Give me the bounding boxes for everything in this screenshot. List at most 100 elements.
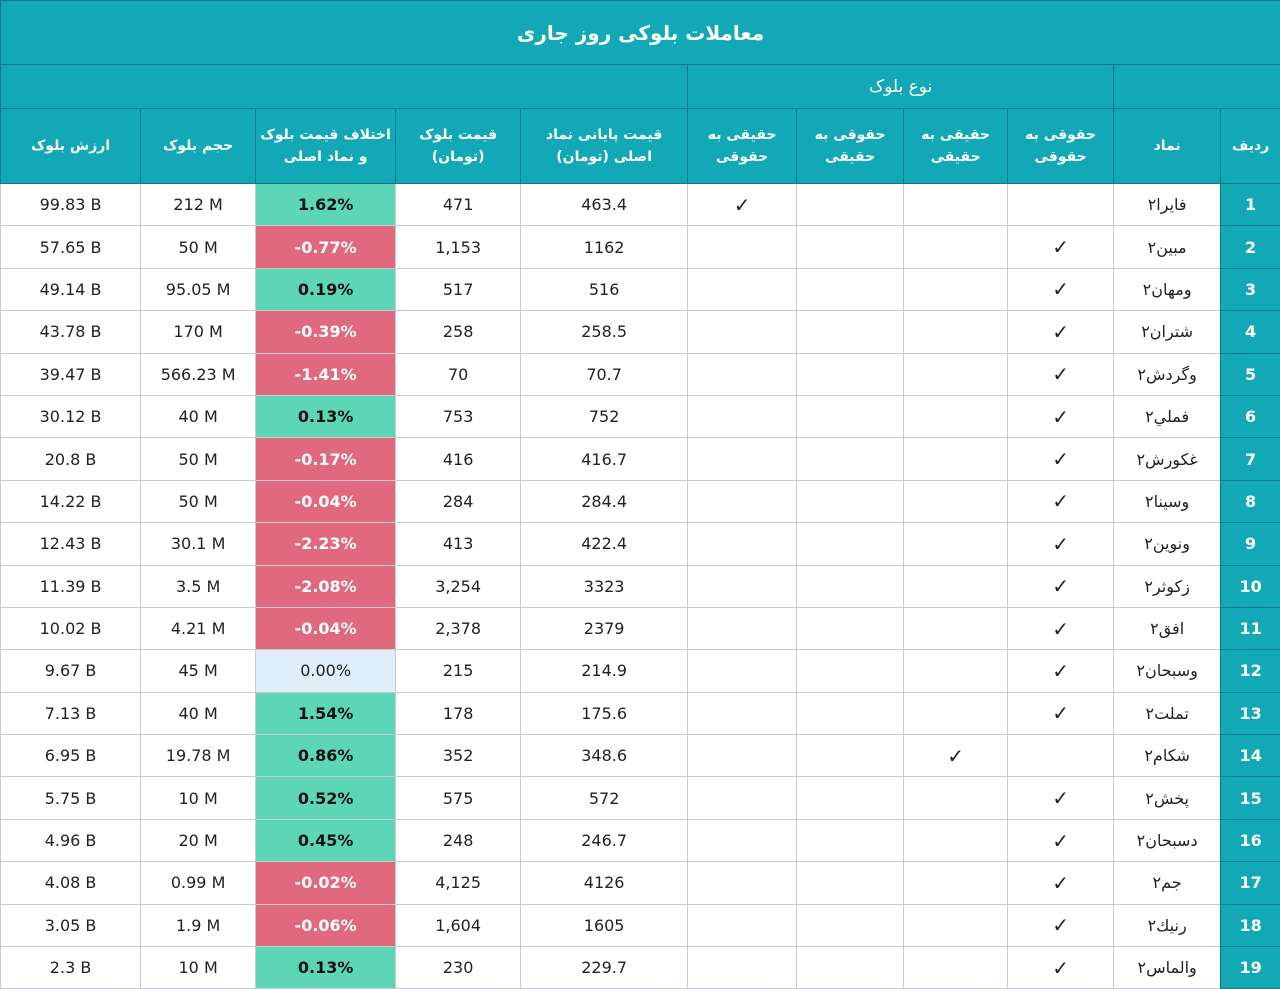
symbol-cell: تملت۲: [1113, 691, 1222, 736]
value-cell: 20.8 B: [0, 437, 142, 481]
real-to-real-cell: [903, 267, 1009, 312]
rank-cell: 9: [1220, 522, 1280, 566]
diff-cell: -2.08%: [255, 564, 397, 608]
block-price-cell: 230: [395, 946, 522, 989]
legal-to-legal-cell: ✓: [1007, 522, 1115, 566]
real-to-legal-cell: [687, 903, 798, 948]
close-price-cell: 422.4: [520, 522, 689, 566]
close-price-cell: 229.7: [520, 946, 689, 989]
real-to-legal-cell: [687, 225, 798, 269]
real-to-legal-cell: [687, 818, 798, 863]
symbol-cell: وسبحان۲: [1113, 649, 1222, 693]
volume-cell: 1.9 M: [140, 903, 257, 948]
table-row: 3 ومهان۲ ✓ 516 517 0.19% 95.05 M 49.14 B: [0, 267, 1280, 312]
value-cell: 43.78 B: [0, 310, 142, 354]
table-row: 5 وگردش۲ ✓ 70.7 70 -1.41% 566.23 M 39.47 B: [0, 352, 1280, 396]
block-price-cell: 416: [395, 437, 522, 481]
close-price-cell: 4126: [520, 861, 689, 905]
symbol-cell: ومهان۲: [1113, 267, 1222, 312]
symbol-cell: وسینا۲: [1113, 479, 1222, 524]
real-to-real-cell: [903, 776, 1009, 820]
table-row: 10 زکوثر۲ ✓ 3323 3,254 -2.08% 3.5 M 11.39 B: [0, 564, 1280, 608]
table-row: 8 وسینا۲ ✓ 284.4 284 -0.04% 50 M 14.22 B: [0, 479, 1280, 524]
block-price-cell: 70: [395, 352, 522, 396]
column-header: حقوقی به حقیقی: [796, 108, 905, 184]
block-price-cell: 1,604: [395, 903, 522, 948]
real-to-real-cell: [903, 903, 1009, 948]
symbol-cell: افق۲: [1113, 606, 1222, 651]
legal-to-real-cell: [796, 946, 905, 989]
symbol-cell: شتران۲: [1113, 310, 1222, 354]
volume-cell: 3.5 M: [140, 564, 257, 608]
close-price-cell: 752: [520, 394, 689, 439]
legal-to-legal-cell: [1007, 734, 1115, 778]
table-row: 2 مبین۲ ✓ 1162 1,153 -0.77% 50 M 57.65 B: [0, 225, 1280, 269]
close-price-cell: 516: [520, 267, 689, 312]
symbol-cell: شکام۲: [1113, 734, 1222, 778]
value-cell: 14.22 B: [0, 479, 142, 524]
value-cell: 12.43 B: [0, 522, 142, 566]
real-to-real-cell: [903, 394, 1009, 439]
block-price-cell: 3,254: [395, 564, 522, 608]
real-to-legal-cell: [687, 479, 798, 524]
diff-cell: 0.13%: [255, 394, 397, 439]
legal-to-real-cell: [796, 267, 905, 312]
real-to-real-cell: [903, 691, 1009, 736]
close-price-cell: 572: [520, 776, 689, 820]
volume-cell: 0.99 M: [140, 861, 257, 905]
rank-cell: 13: [1220, 691, 1280, 736]
value-cell: 39.47 B: [0, 352, 142, 396]
block-type-header: نوع بلوک: [687, 64, 1115, 109]
block-price-cell: 4,125: [395, 861, 522, 905]
rank-cell: 2: [1220, 225, 1280, 269]
table-row: 17 جم۲ ✓ 4126 4,125 -0.02% 0.99 M 4.08 B: [0, 861, 1280, 905]
close-price-cell: 2379: [520, 606, 689, 651]
real-to-real-cell: ✓: [903, 734, 1009, 778]
value-cell: 9.67 B: [0, 649, 142, 693]
rank-cell: 14: [1220, 734, 1280, 778]
column-header-row: ردیف نماد حقوقی به حقوقی حقیقی به حقیقی حقوق…: [0, 108, 1280, 184]
legal-to-legal-cell: ✓: [1007, 649, 1115, 693]
symbol-cell: رنیك۲: [1113, 903, 1222, 948]
header-blank: [1113, 64, 1280, 109]
diff-cell: -2.23%: [255, 522, 397, 566]
diff-cell: 0.19%: [255, 267, 397, 312]
volume-cell: 212 M: [140, 182, 257, 227]
legal-to-legal-cell: [1007, 182, 1115, 227]
legal-to-real-cell: [796, 818, 905, 863]
rank-cell: 17: [1220, 861, 1280, 905]
rank-cell: 16: [1220, 818, 1280, 863]
table-row: 16 دسبحان۲ ✓ 246.7 248 0.45% 20 M 4.96 B: [0, 818, 1280, 863]
block-price-cell: 215: [395, 649, 522, 693]
table-title: معاملات بلوکی روز جاری: [0, 0, 1280, 65]
close-price-cell: 70.7: [520, 352, 689, 396]
table-row: 15 پخش۲ ✓ 572 575 0.52% 10 M 5.75 B: [0, 776, 1280, 820]
close-price-cell: 463.4: [520, 182, 689, 227]
close-price-cell: 348.6: [520, 734, 689, 778]
legal-to-legal-cell: ✓: [1007, 946, 1115, 989]
volume-cell: 50 M: [140, 225, 257, 269]
block-price-cell: 575: [395, 776, 522, 820]
value-cell: 99.83 B: [0, 182, 142, 227]
rank-cell: 6: [1220, 394, 1280, 439]
table-row: 11 افق۲ ✓ 2379 2,378 -0.04% 4.21 M 10.02 B: [0, 606, 1280, 651]
block-price-cell: 753: [395, 394, 522, 439]
table-row: 14 شکام۲ ✓ 348.6 352 0.86% 19.78 M 6.95 B: [0, 734, 1280, 778]
real-to-real-cell: [903, 606, 1009, 651]
value-cell: 57.65 B: [0, 225, 142, 269]
volume-cell: 566.23 M: [140, 352, 257, 396]
legal-to-legal-cell: ✓: [1007, 564, 1115, 608]
column-header: نماد: [1113, 108, 1222, 184]
block-price-cell: 284: [395, 479, 522, 524]
real-to-real-cell: [903, 946, 1009, 989]
legal-to-real-cell: [796, 564, 905, 608]
column-header: حقیقی به حقوقی: [687, 108, 798, 184]
volume-cell: 30.1 M: [140, 522, 257, 566]
legal-to-legal-cell: ✓: [1007, 818, 1115, 863]
column-header: قیمت بلوک (تومان): [395, 108, 522, 184]
rank-cell: 5: [1220, 352, 1280, 396]
symbol-cell: دسبحان۲: [1113, 818, 1222, 863]
legal-to-real-cell: [796, 903, 905, 948]
legal-to-real-cell: [796, 734, 905, 778]
